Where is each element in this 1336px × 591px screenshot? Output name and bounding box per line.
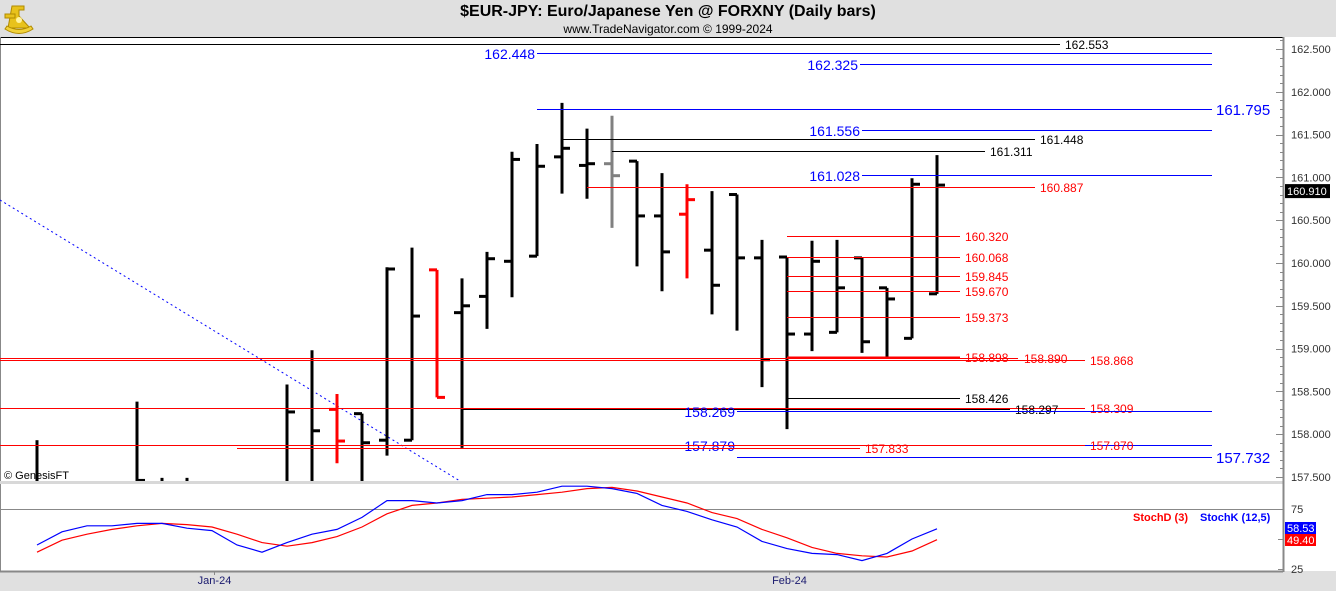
ohlc-bar (679, 184, 695, 279)
ohlc-bar (429, 268, 445, 399)
chart-header: $EUR-JPY: Euro/Japanese Yen @ FORXNY (Da… (0, 0, 1336, 37)
price-axis-label: 160.500 (1291, 215, 1331, 227)
price-axis-label: 158.500 (1291, 386, 1331, 398)
level-label: 161.311 (990, 145, 1033, 159)
level-label: 161.795 (1216, 102, 1270, 119)
ohlc-bar (754, 239, 770, 388)
ohlc-bar (285, 384, 295, 481)
date-label: Feb-24 (772, 575, 807, 587)
price-plot (0, 102, 945, 481)
level-label: 160.068 (965, 251, 1009, 265)
panel-divider (0, 481, 1283, 484)
price-axis-label: 158.000 (1291, 429, 1331, 441)
level-label: 157.732 (1216, 450, 1270, 467)
price-panel (0, 37, 1283, 481)
ohlc-bar (829, 239, 845, 334)
price-axis-area (1283, 37, 1336, 571)
level-label: 160.320 (965, 230, 1009, 244)
level-label: 159.670 (965, 285, 1009, 299)
level-label: 158.269 (684, 404, 735, 420)
date-label: Jan-24 (198, 575, 232, 587)
level-label: 162.448 (484, 46, 535, 62)
level-label: 162.553 (1065, 38, 1109, 52)
level-label: 161.448 (1040, 133, 1084, 147)
ohlc-bar (354, 412, 370, 481)
price-axis-label: 162.500 (1291, 44, 1331, 56)
stoch-axis-label: 75 (1291, 504, 1303, 516)
ohlc-bar (929, 155, 945, 296)
level-label: 162.325 (807, 57, 858, 73)
stoch-axis-label: 25 (1291, 564, 1303, 576)
stoch-k-line (36, 485, 938, 562)
ohlc-bar (654, 173, 670, 292)
ohlc-bar (904, 178, 920, 340)
ohlc-bar (704, 191, 720, 315)
watermark: © GenesisFT (4, 470, 69, 482)
stoch-k-value-box (1285, 522, 1316, 534)
chart-title: $EUR-JPY: Euro/Japanese Yen @ FORXNY (Da… (460, 3, 876, 20)
ohlc-bar (135, 401, 145, 481)
ohlc-bar (310, 350, 320, 481)
stoch-d-value-box (1285, 534, 1316, 546)
ohlc-bar (554, 102, 570, 194)
ohlc-bar (379, 267, 395, 456)
date-axis-area (0, 571, 1336, 591)
level-label: 160.887 (1040, 181, 1084, 195)
stoch-k-value: 58.53 (1287, 523, 1315, 535)
stoch-d-value: 49.40 (1287, 535, 1315, 547)
ohlc-bar (629, 159, 645, 267)
ohlc-bar (454, 278, 470, 448)
price-axis-label: 159.000 (1291, 344, 1331, 356)
level-label: 161.028 (809, 168, 860, 184)
legend-stoch-d: StochD (3) (1133, 512, 1188, 524)
ohlc-bar (604, 115, 620, 228)
stochastic-panel (0, 484, 1283, 571)
ohlc-bar (804, 240, 820, 352)
level-label: 158.890 (1024, 352, 1068, 366)
ohlc-bar (35, 440, 39, 481)
level-label: 158.868 (1090, 354, 1134, 368)
level-label: 159.845 (965, 270, 1009, 284)
level-label: 161.556 (809, 123, 860, 139)
chart-subtitle: www.TradeNavigator.com © 1999-2024 (563, 22, 773, 36)
level-label: 157.833 (865, 442, 909, 456)
ohlc-bar (504, 151, 520, 298)
level-label: 159.373 (965, 311, 1009, 325)
ohlc-bar (729, 193, 745, 331)
level-label: 157.870 (1090, 439, 1134, 453)
level-label: 158.309 (1090, 402, 1134, 416)
price-axis-label: 157.500 (1291, 472, 1331, 484)
price-axis-label: 161.000 (1291, 172, 1331, 184)
last-price-box (1285, 184, 1330, 199)
ohlc-bar (329, 393, 345, 464)
price-axis-label: 160.000 (1291, 258, 1331, 270)
stoch-d-line (36, 486, 938, 558)
legend-stoch-k: StochK (12,5) (1200, 512, 1271, 524)
level-label: 158.297 (1015, 403, 1059, 417)
ohlc-bar (529, 144, 545, 258)
ohlc-bar (779, 255, 795, 430)
price-axis-label: 161.500 (1291, 130, 1331, 142)
last-price-label: 160.910 (1287, 186, 1327, 198)
price-axis-label: 162.000 (1291, 87, 1331, 99)
ohlc-bar (479, 251, 495, 329)
level-label: 158.426 (965, 392, 1009, 406)
price-axis-label: 159.500 (1291, 301, 1331, 313)
sextant-icon (4, 5, 34, 34)
ohlc-bar (879, 286, 895, 359)
